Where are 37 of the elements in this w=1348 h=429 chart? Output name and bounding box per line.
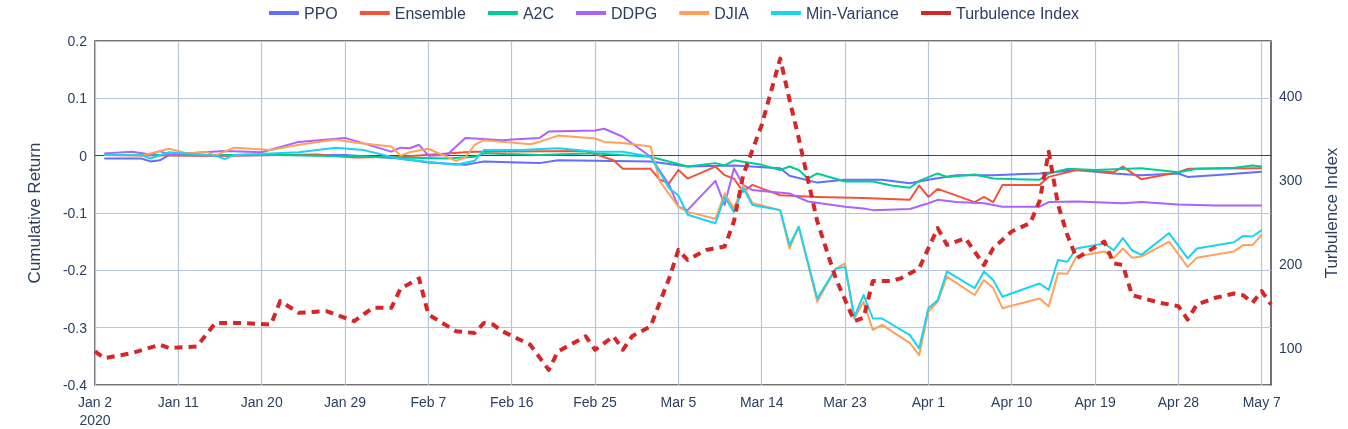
y2-tick-label: 200 xyxy=(1279,256,1303,273)
x-tick-label: Feb 7 xyxy=(410,394,447,410)
x-tick-label: May 7 xyxy=(1242,394,1282,410)
line-series xyxy=(103,127,1263,212)
x-tick-label: Jan 20 xyxy=(240,394,283,410)
x-tick-label: Feb 16 xyxy=(489,394,534,410)
y-tick-label: -0.4 xyxy=(62,377,88,393)
y2-axis-title: Turbulence Index xyxy=(1322,147,1341,279)
legend-label: Ensemble xyxy=(394,4,466,22)
y-tick-label: -0.3 xyxy=(62,319,88,336)
x-tick-label: Jan 11 xyxy=(157,394,200,410)
x-tick-label: Apr 28 xyxy=(1157,394,1200,410)
y-axis-title: Cumulative Return xyxy=(25,142,44,284)
legend-label: Min-Variance xyxy=(805,4,900,22)
x-tick-label: Apr 19 xyxy=(1074,394,1116,410)
x-tick-label: Apr 1 xyxy=(911,394,946,410)
legend-label: PPO xyxy=(303,4,338,22)
legend-label: DDPG xyxy=(611,4,658,22)
y2-tick-label: 100 xyxy=(1279,340,1303,357)
x-tick-label: Apr 10 xyxy=(991,394,1033,410)
y2-tick-label: 400 xyxy=(1279,88,1303,105)
y-tick-label: 0.1 xyxy=(67,90,88,107)
legend-label: A2C xyxy=(522,4,555,22)
y-tick-label: 0 xyxy=(79,147,88,164)
y-tick-label: -0.2 xyxy=(62,262,88,279)
x-tick-label: Mar 23 xyxy=(823,394,868,410)
y2-tick-label: 300 xyxy=(1279,172,1303,189)
legend-label: Turbulence Index xyxy=(956,4,1080,22)
x-tick-label: Jan 2 2020 xyxy=(77,394,113,428)
x-tick-label: Mar 5 xyxy=(660,394,697,410)
legend-label: DJIA xyxy=(714,4,750,22)
x-tick-label: Feb 25 xyxy=(573,394,618,410)
line-series xyxy=(93,56,1273,372)
y-tick-label: -0.1 xyxy=(62,205,88,221)
y-tick-label: 0.2 xyxy=(67,33,88,49)
x-tick-label: Jan 29 xyxy=(323,394,367,410)
x-tick-label: Mar 14 xyxy=(739,394,784,410)
